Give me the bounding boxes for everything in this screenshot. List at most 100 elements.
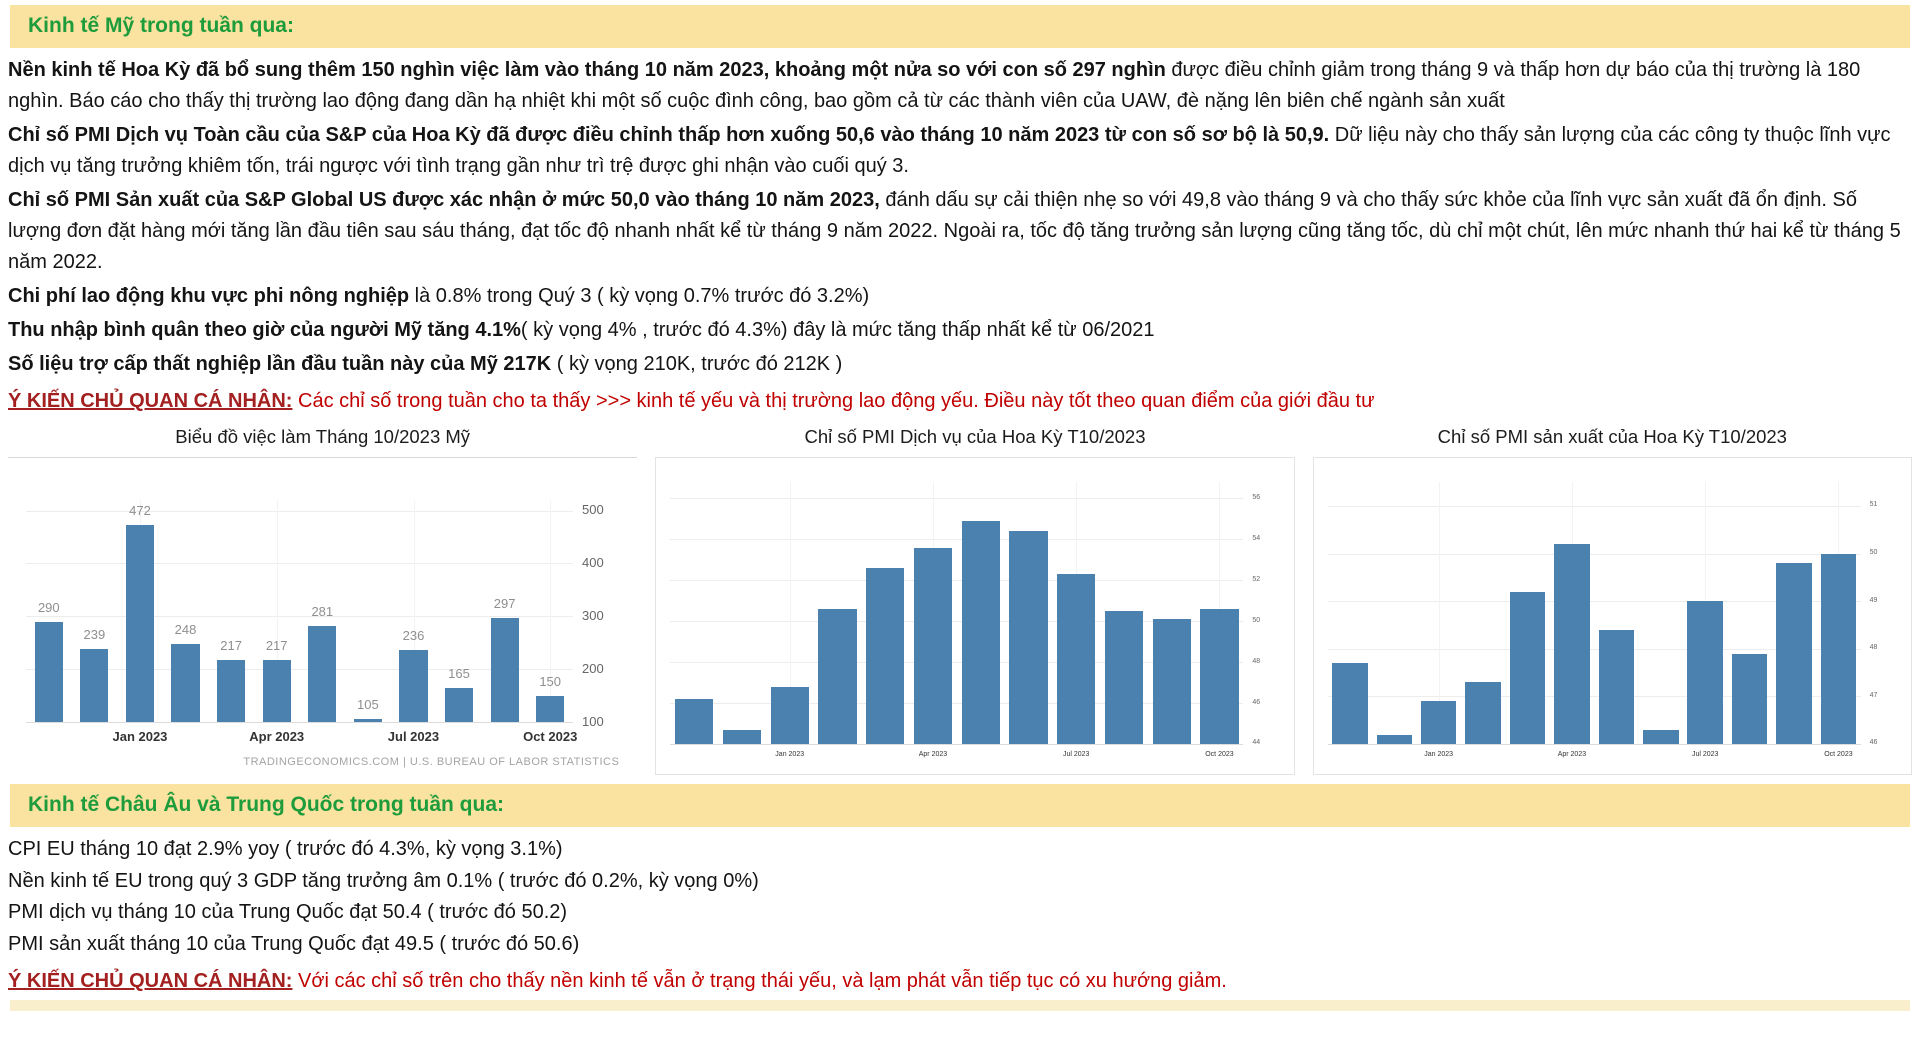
bar <box>399 650 428 722</box>
pmi-services-chart: Chỉ số PMI Dịch vụ của Hoa Kỳ T10/2023 4… <box>655 426 1295 778</box>
gridline <box>1327 553 1861 555</box>
jobs-chart-plot: 100 200 300 400 500 Jan 2023 Apr 2023 Jul 2023 O… <box>8 457 638 774</box>
x-tick-label: Jan 2023 <box>112 729 168 744</box>
bar-value-label: 281 <box>311 604 334 620</box>
gridline-vertical <box>550 500 552 722</box>
us-text-block: Nền kinh tế Hoa Kỳ đã bổ sung thêm 150 n… <box>8 55 1912 416</box>
y-tick-label: 50 <box>1252 616 1261 624</box>
gridline <box>1327 696 1861 698</box>
x-tick-label: Jul 2023 <box>1062 751 1090 758</box>
eu-text-block: CPI EU tháng 10 đạt 2.9% yoy ( trước đó … <box>8 834 1912 996</box>
paragraph-pmi-manufacturing-bold: Chỉ số PMI Sản xuất của S&P Global US đư… <box>8 189 880 211</box>
us-opinion-line: Ý KIẾN CHỦ QUAN CÁ NHÂN: Các chỉ số tron… <box>8 386 1912 416</box>
bar <box>1057 574 1096 744</box>
paragraph-hourly-earnings-bold: Thu nhập bình quân theo giờ của người Mỹ… <box>8 319 521 341</box>
bar <box>1376 734 1413 744</box>
paragraph-pmi-services-bold: Chỉ số PMI Dịch vụ Toàn cầu của S&P của … <box>8 124 1330 146</box>
bar <box>961 520 1000 744</box>
bar <box>1687 601 1723 744</box>
paragraph-jobs-rest: được điều chỉnh giảm trong tháng 9 và th… <box>8 59 1861 112</box>
gridline <box>670 539 1244 541</box>
eu-opinion-text: Với các chỉ số trên cho thấy nền kinh tế… <box>292 970 1227 992</box>
y-tick-label: 47 <box>1869 691 1878 699</box>
section-banner-eu: Kinh tế Châu Âu và Trung Quốc trong tuần… <box>10 784 1910 827</box>
section-banner-us: Kinh tế Mỹ trong tuần qua: <box>10 5 1910 48</box>
gridline-vertical <box>1438 482 1440 744</box>
y-tick-label: 48 <box>1252 657 1261 665</box>
bar-value-label: 472 <box>129 503 151 519</box>
line-gdp-eu: Nền kinh tế EU trong quý 3 GDP tăng trưở… <box>8 869 759 892</box>
eu-opinion-label: Ý KIẾN CHỦ QUAN CÁ NHÂN: <box>8 970 293 992</box>
gridline <box>670 580 1244 582</box>
section-title-us: Kinh tế Mỹ trong tuần qua: <box>28 14 294 37</box>
gridline-vertical <box>276 500 278 722</box>
bar <box>171 643 200 722</box>
x-tick-label: Oct 2023 <box>523 729 578 744</box>
bar <box>1465 682 1501 744</box>
bar-value-label: 297 <box>493 595 516 611</box>
bar <box>1104 611 1144 744</box>
gridline <box>26 616 573 618</box>
paragraph-hourly-earnings: Thu nhập bình quân theo giờ của người Mỹ… <box>8 315 1912 346</box>
bar <box>34 621 63 722</box>
x-tick-label: Apr 2023 <box>918 751 948 758</box>
y-tick-label: 49 <box>1869 596 1878 604</box>
bar <box>353 719 382 722</box>
gridline <box>26 669 573 671</box>
bar-value-label: 217 <box>220 638 242 654</box>
bar <box>1152 619 1191 744</box>
y-tick-label: 56 <box>1252 493 1261 501</box>
y-tick-label: 100 <box>582 713 604 729</box>
pmi-services-chart-plot: 44 46 48 50 52 54 56 Jan 2023 Apr 2023 Jul 2023 Oc… <box>655 457 1295 775</box>
bar <box>913 547 953 744</box>
bar-value-label: 217 <box>265 638 288 654</box>
bar-value-label: 165 <box>448 665 470 681</box>
paragraph-jobless-claims-bold: Số liệu trợ cấp thất nghiệp lần đầu tuần… <box>8 353 552 375</box>
gridline-vertical <box>789 482 791 744</box>
line-pmi-services-china: PMI dịch vụ tháng 10 của Trung Quốc đạt … <box>8 901 568 923</box>
pmi-manufacturing-chart-plot: 46 47 48 49 50 51 Jan 2023 Apr 2023 Jul 2023 Oct … <box>1312 457 1912 775</box>
gridline-vertical <box>413 500 415 722</box>
line-cpi-eu: CPI EU tháng 10 đạt 2.9% yoy ( trước đó … <box>8 838 563 860</box>
x-tick-label: Oct 2023 <box>1205 751 1234 758</box>
gridline <box>670 703 1244 705</box>
y-tick-label: 48 <box>1869 644 1878 652</box>
bar <box>1332 663 1368 744</box>
report-page: { "colors":{ "banner_bg":"#fae2a0", "str… <box>0 5 1920 1038</box>
pmi-manufacturing-chart: Chỉ số PMI sản xuất của Hoa Kỳ T10/2023 … <box>1312 426 1912 778</box>
line-pmi-manufacturing-china: PMI sản xuất tháng 10 của Trung Quốc đạt… <box>8 932 580 955</box>
gridline <box>670 744 1244 745</box>
paragraph-jobs: Nền kinh tế Hoa Kỳ đã bổ sung thêm 150 n… <box>8 55 1912 117</box>
bar <box>444 687 474 722</box>
y-tick-label: 200 <box>582 660 604 676</box>
section-title-eu: Kinh tế Châu Âu và Trung Quốc trong tuần… <box>28 793 504 816</box>
bar <box>1420 701 1457 744</box>
pmi-services-chart-title: Chỉ số PMI Dịch vụ của Hoa Kỳ T10/2023 <box>804 426 1146 447</box>
gridline <box>1327 505 1861 507</box>
bar <box>1820 553 1857 744</box>
x-tick-label: Jan 2023 <box>1424 751 1454 758</box>
gridline <box>670 498 1244 500</box>
y-tick-label: 51 <box>1869 501 1878 509</box>
gridline <box>1327 601 1861 603</box>
bar <box>866 568 905 744</box>
gridline <box>26 722 573 723</box>
paragraph-labor-cost-bold: Chi phí lao động khu vực phi nông nghiệp <box>8 285 410 307</box>
bar <box>80 648 109 722</box>
bar <box>536 695 565 722</box>
charts-row: Biểu đồ việc làm Tháng 10/2023 Mỹ 100 200… <box>8 426 1912 778</box>
gridline <box>1327 648 1861 650</box>
bar <box>1554 543 1590 744</box>
us-opinion-text: Các chỉ số trong tuần cho ta thấy >>> ki… <box>292 390 1375 412</box>
paragraph-pmi-services: Chỉ số PMI Dịch vụ Toàn cầu của S&P của … <box>8 120 1912 182</box>
gridline <box>670 621 1244 623</box>
jobs-chart-title: Biểu đồ việc làm Tháng 10/2023 Mỹ <box>175 426 471 447</box>
bar <box>262 660 291 722</box>
paragraph-pmi-manufacturing-rest: đánh dấu sự cải thiện nhẹ so với 49,8 và… <box>8 189 1901 273</box>
y-tick-label: 400 <box>582 555 604 570</box>
bar-value-label: 236 <box>402 628 425 644</box>
bar <box>1200 608 1239 744</box>
x-tick-label: Oct 2023 <box>1824 751 1853 758</box>
bar <box>1598 629 1635 744</box>
y-tick-label: 46 <box>1869 739 1878 747</box>
